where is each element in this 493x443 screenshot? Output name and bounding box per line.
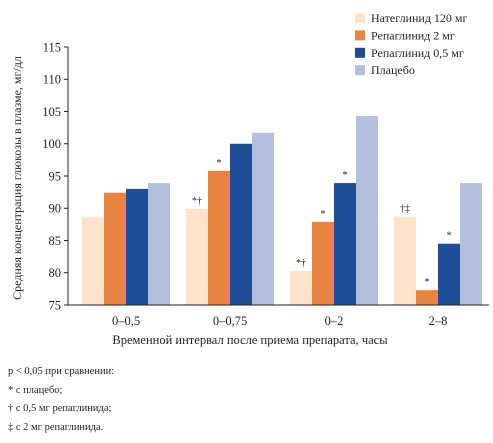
x-axis: 0–0,5 0–0,75 0–2 2–8	[68, 304, 489, 328]
footnotes: p < 0,05 при сравнении: * с плацебо; † с…	[8, 363, 114, 437]
bar-series-1-group-4	[394, 216, 416, 305]
legend-label: Плацебо	[371, 63, 415, 77]
significance-marker: *	[343, 170, 348, 181]
x-category-label: 2–8	[429, 314, 448, 328]
bar-series-4-group-2	[252, 132, 274, 305]
significance-marker: *†	[296, 258, 306, 269]
footnote-repaglinide-0-5: † с 0,5 мг репаглинида;	[8, 403, 112, 415]
bars-layer	[82, 116, 482, 305]
legend-item: Репаглинид 2 мг	[355, 28, 455, 42]
footnote-placebo: * с плацебо;	[8, 384, 63, 396]
legend-label: Натеглинид 120 мг	[371, 11, 468, 25]
y-tick-label: 75	[49, 298, 62, 312]
significance-marker: *	[425, 277, 430, 288]
y-tick-label: 90	[49, 202, 62, 216]
bar-series-3-group-4	[438, 243, 460, 305]
legend-label: Репаглинид 2 мг	[371, 28, 455, 42]
bar-series-2-group-1	[104, 192, 126, 305]
y-tick-label: 110	[43, 73, 61, 87]
y-axis: 75 80 85 90 95 100 105 110 115	[42, 40, 69, 312]
bar-series-4-group-4	[460, 183, 482, 305]
x-axis-title: Временной интервал после приема препарат…	[112, 333, 388, 347]
y-tick-label: 80	[49, 266, 62, 280]
x-category-label: 0–0,5	[112, 314, 140, 328]
legend-swatch	[355, 65, 365, 76]
legend-swatch	[355, 13, 365, 23]
bar-series-2-group-3	[312, 221, 334, 305]
y-tick-label: 95	[49, 169, 62, 183]
significance-marker: *	[321, 209, 326, 220]
legend-item: Плацебо	[355, 63, 415, 77]
significance-marker: *†	[192, 196, 202, 207]
y-tick-label: 85	[49, 234, 62, 248]
legend-swatch	[355, 30, 365, 41]
y-tick-label: 100	[42, 137, 61, 151]
bar-series-1-group-1	[82, 217, 104, 305]
bar-series-4-group-1	[148, 183, 170, 305]
legend-swatch	[355, 47, 365, 58]
x-category-label: 0–2	[325, 314, 344, 328]
y-tick-label: 115	[43, 40, 61, 54]
bar-series-4-group-3	[356, 116, 378, 305]
significance-marker: †‡	[400, 204, 410, 215]
bar-series-2-group-2	[208, 170, 230, 305]
markers-layer: *† * *† * * †‡ * *	[192, 158, 452, 288]
y-axis-title: Средняя концентрация глюкозы в плазме, м…	[10, 56, 24, 300]
bar-series-3-group-3	[334, 183, 356, 305]
bar-series-3-group-1	[126, 188, 148, 305]
bar-series-3-group-2	[230, 143, 252, 305]
bar-series-2-group-4	[416, 290, 438, 305]
legend: Натеглинид 120 мг Репаглинид 2 мг Репаглин…	[355, 11, 468, 77]
legend-item: Натеглинид 120 мг	[355, 11, 468, 25]
x-category-label: 0–0,75	[213, 314, 247, 328]
bar-series-1-group-3	[290, 270, 312, 305]
significance-marker: *	[447, 231, 452, 242]
footnote-repaglinide-2: ‡ с 2 мг репаглинида.	[8, 421, 104, 433]
significance-marker: *	[217, 158, 222, 169]
bar-series-1-group-2	[186, 208, 208, 305]
y-tick-label: 105	[42, 105, 61, 119]
legend-item: Репаглинид 0,5 мг	[355, 46, 464, 60]
legend-label: Репаглинид 0,5 мг	[371, 46, 464, 60]
footnote-heading: p < 0,05 при сравнении:	[8, 366, 115, 377]
